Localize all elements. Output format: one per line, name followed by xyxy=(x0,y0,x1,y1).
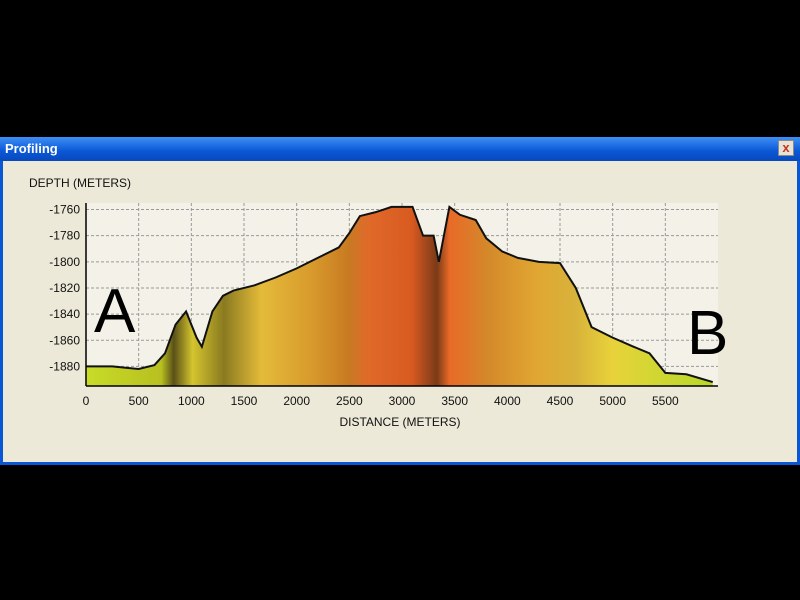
title-bar[interactable]: Profiling x xyxy=(0,137,800,161)
x-tick-label: 2500 xyxy=(336,394,363,408)
y-tick-label: -1780 xyxy=(49,229,80,243)
x-tick-label: 5500 xyxy=(652,394,679,408)
x-tick-label: 0 xyxy=(83,394,90,408)
marker-b: B xyxy=(687,299,729,368)
x-tick-label: 1500 xyxy=(231,394,258,408)
y-tick-label: -1860 xyxy=(49,333,80,347)
x-tick-label: 4000 xyxy=(494,394,521,408)
x-tick-label: 2000 xyxy=(283,394,310,408)
axes xyxy=(85,203,718,387)
x-tick-label: 1000 xyxy=(178,394,205,408)
x-tick-label: 4500 xyxy=(547,394,574,408)
y-axis-label: DEPTH (METERS) xyxy=(29,176,131,190)
x-axis-label: DISTANCE (METERS) xyxy=(339,415,461,429)
close-button[interactable]: x xyxy=(778,140,794,156)
x-tick-label: 5000 xyxy=(599,394,626,408)
marker-a: A xyxy=(94,277,136,346)
x-tick-label: 500 xyxy=(129,394,149,408)
profile-area xyxy=(86,206,713,386)
y-tick-label: -1760 xyxy=(49,203,80,217)
x-tick-label: 3000 xyxy=(389,394,416,408)
y-tick-label: -1800 xyxy=(49,255,80,269)
y-tick-label: -1820 xyxy=(49,281,80,295)
window-title: Profiling xyxy=(5,141,58,156)
x-tick-label: 3500 xyxy=(441,394,468,408)
y-tick-label: -1880 xyxy=(49,359,80,373)
profile-line xyxy=(86,205,714,384)
y-tick-label: -1840 xyxy=(49,307,80,321)
